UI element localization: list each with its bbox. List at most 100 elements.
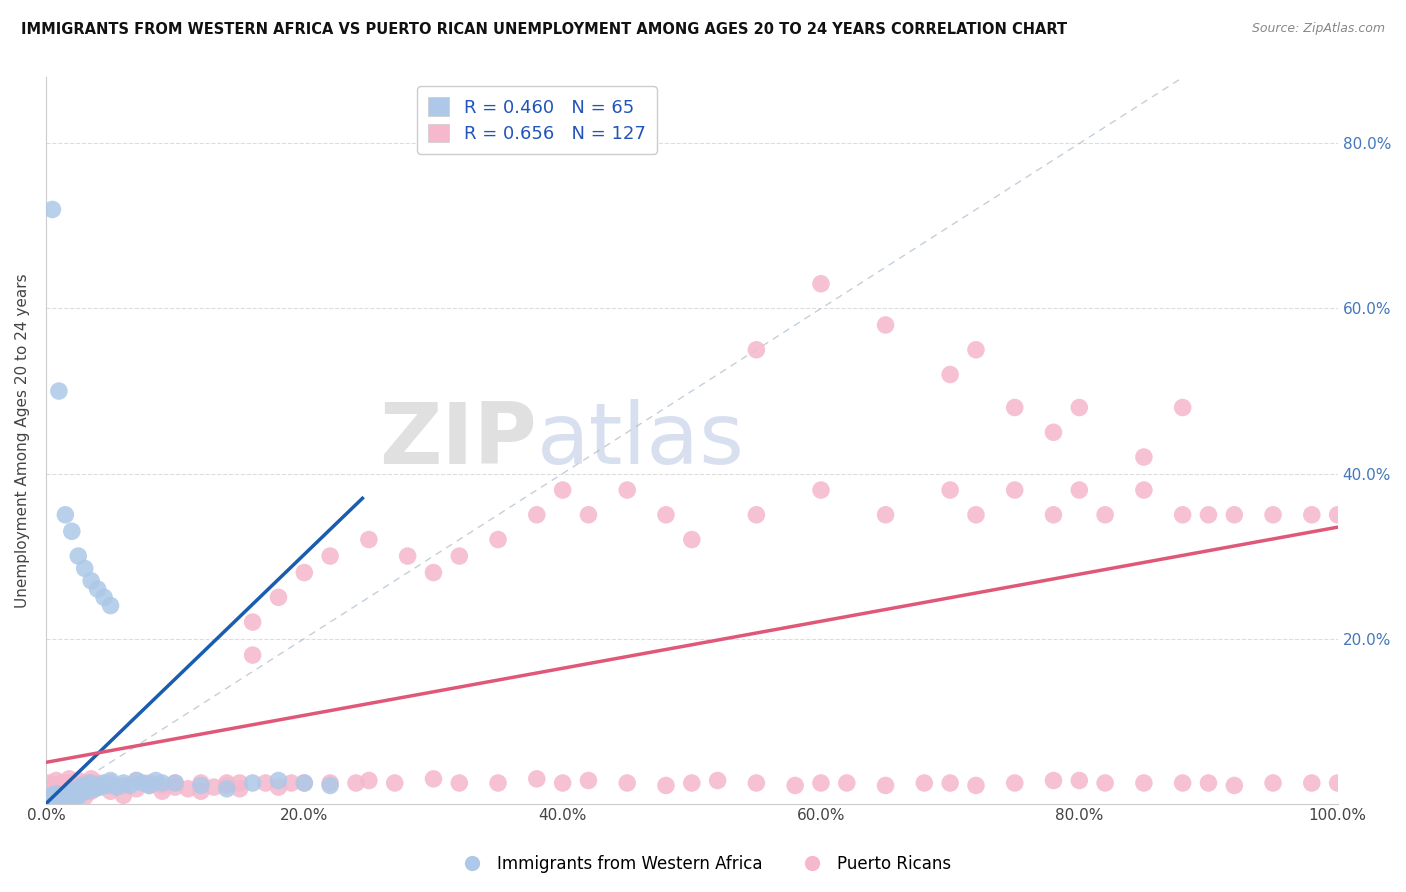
Point [150,776,173,790]
Point [357,773,380,788]
Point [97,779,120,793]
Point [1004,401,1026,415]
Point [67,789,90,803]
Point [86,582,108,596]
Point [681,776,703,790]
Text: IMMIGRANTS FROM WESTERN AFRICA VS PUERTO RICAN UNEMPLOYMENT AMONG AGES 20 TO 24 : IMMIGRANTS FROM WESTERN AFRICA VS PUERTO… [21,22,1067,37]
Point [39,791,62,805]
Point [396,549,419,563]
Point [41,789,63,803]
Point [55,787,77,801]
Point [93,776,115,790]
Point [526,772,548,786]
Point [48,789,70,803]
Point [319,549,342,563]
Point [449,776,471,790]
Point [965,343,987,357]
Point [86,776,108,790]
Point [785,779,807,793]
Point [100,599,122,613]
Point [616,776,638,790]
Point [51,776,73,790]
Point [38,790,60,805]
Point [69,789,91,803]
Point [100,784,122,798]
Point [93,591,115,605]
Point [100,773,122,788]
Point [46,789,69,803]
Point [62,789,84,803]
Point [66,787,89,801]
Point [80,574,103,588]
Point [267,773,290,788]
Point [835,776,858,790]
Point [810,483,832,497]
Point [55,790,77,805]
Point [745,508,768,522]
Point [138,779,160,793]
Point [939,776,962,790]
Point [44,792,66,806]
Point [551,483,574,497]
Point [177,781,200,796]
Legend: Immigrants from Western Africa, Puerto Ricans: Immigrants from Western Africa, Puerto R… [449,848,957,880]
Point [655,508,678,522]
Point [1223,508,1246,522]
Point [150,779,173,793]
Point [42,792,65,806]
Point [526,508,548,522]
Point [89,780,111,794]
Point [1004,776,1026,790]
Point [51,784,73,798]
Point [190,779,212,793]
Point [58,790,80,805]
Legend: R = 0.460   N = 65, R = 0.656   N = 127: R = 0.460 N = 65, R = 0.656 N = 127 [418,87,657,154]
Point [132,776,155,790]
Point [706,773,728,788]
Point [1069,773,1091,788]
Text: Source: ZipAtlas.com: Source: ZipAtlas.com [1251,22,1385,36]
Point [1171,401,1194,415]
Point [70,779,93,793]
Point [578,508,600,522]
Point [965,779,987,793]
Point [1004,483,1026,497]
Point [73,561,96,575]
Point [1223,779,1246,793]
Point [1133,483,1156,497]
Point [228,781,250,796]
Point [1042,508,1064,522]
Point [72,781,94,796]
Point [112,779,135,793]
Point [45,773,67,788]
Point [912,776,935,790]
Point [875,779,897,793]
Point [357,533,380,547]
Point [60,524,83,539]
Point [1094,508,1116,522]
Point [48,384,70,398]
Point [67,773,90,788]
Point [655,779,678,793]
Point [228,776,250,790]
Point [42,779,65,793]
Point [242,615,264,629]
Point [319,776,342,790]
Point [138,776,160,790]
Point [875,508,897,522]
Point [73,790,96,805]
Point [254,776,277,790]
Point [215,776,238,790]
Point [59,789,82,804]
Point [1171,776,1194,790]
Point [292,566,315,580]
Point [86,779,108,793]
Point [48,779,70,793]
Point [1326,508,1348,522]
Point [165,780,187,794]
Point [1301,508,1323,522]
Point [125,781,148,796]
Point [58,791,80,805]
Point [150,784,173,798]
Point [125,773,148,788]
